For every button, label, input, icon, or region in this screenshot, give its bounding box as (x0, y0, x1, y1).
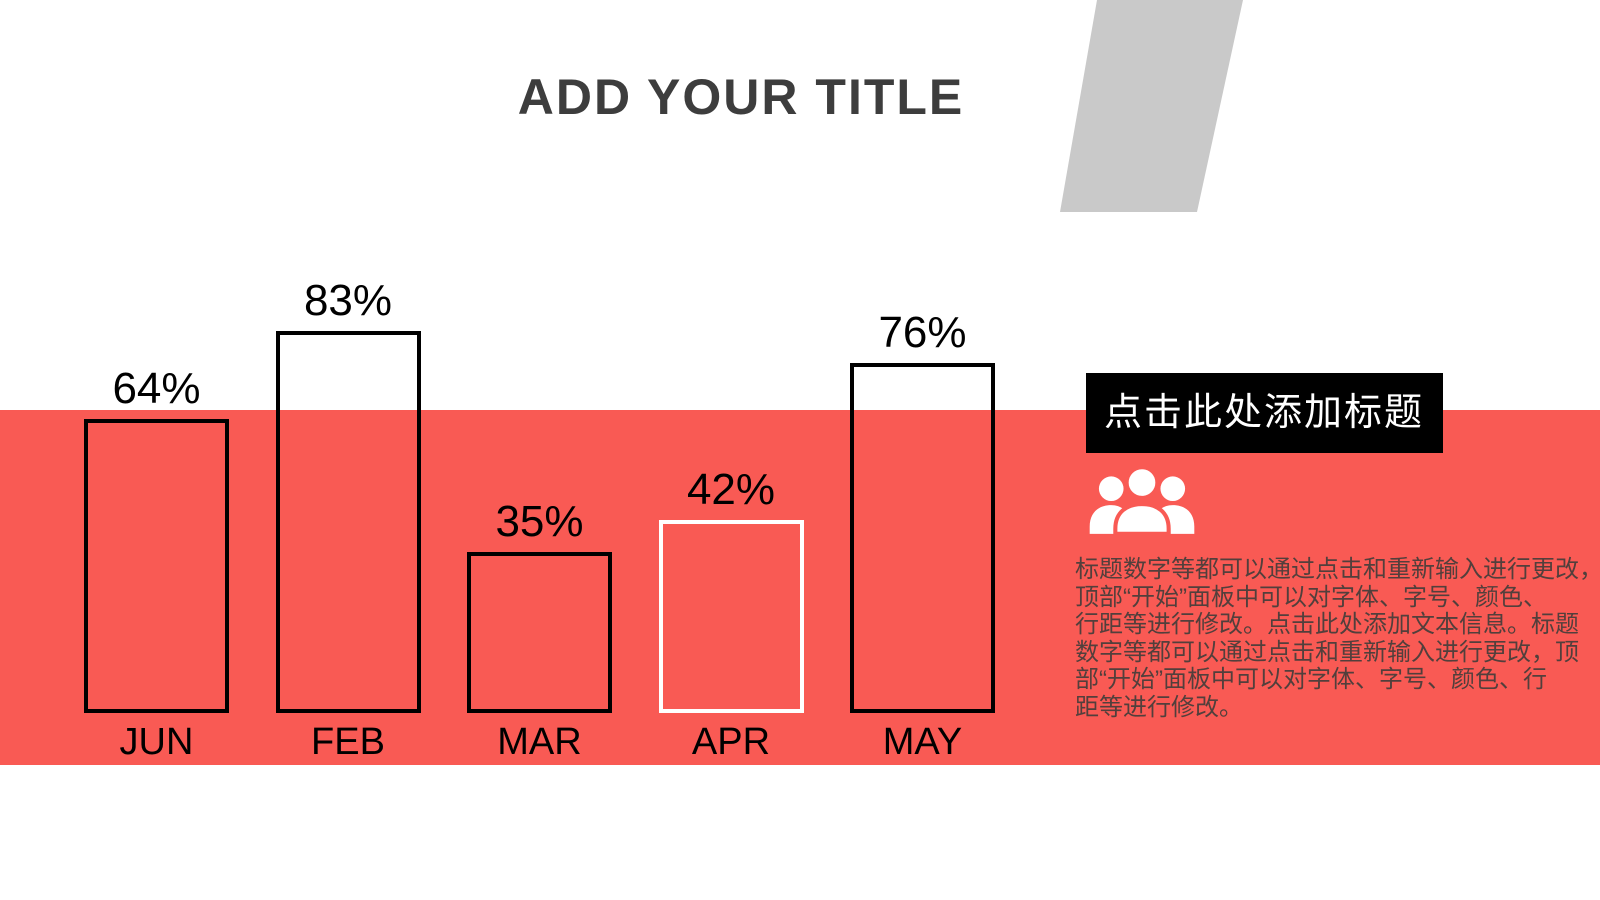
chart-bar-may (850, 363, 995, 713)
chart-bar-jun (84, 419, 229, 713)
bar-category-label: FEB (311, 721, 385, 763)
callout-heading[interactable]: 点击此处添加标题 (1086, 373, 1443, 453)
bar-value-label: 42% (686, 465, 776, 514)
body-line: 标题数字等都可以通过点击和重新输入进行更改， (1075, 556, 1600, 583)
body-line: 顶部“开始”面板中可以对字体、字号、颜色、 (1075, 583, 1547, 611)
bar-category-label: MAR (497, 721, 582, 763)
people-group-icon (1089, 465, 1195, 536)
decor-parallelogram (1060, 0, 1245, 212)
bar-category-label: JUN (119, 721, 194, 763)
body-line: 部“开始”面板中可以对字体、字号、颜色、行 (1075, 666, 1547, 693)
bar-value-label: 35% (495, 497, 584, 546)
callout-body-text[interactable]: 标题数字等都可以通过点击和重新输入进行更改， 顶部“开始”面板中可以对字体、字号… (1075, 556, 1600, 721)
chart-bar-mar (467, 552, 612, 713)
body-line: 数字等都可以通过点击和重新输入进行更改，顶 (1075, 638, 1579, 666)
bar-category-label: MAY (882, 721, 963, 763)
slide-title[interactable]: ADD YOUR TITLE (517, 69, 965, 125)
chart-bar-feb (275, 331, 421, 713)
bar-value-label: 83% (303, 276, 393, 325)
bar-value-label: 76% (878, 308, 967, 357)
bar-value-label: 64% (112, 364, 201, 413)
bar-category-label: APR (691, 721, 771, 763)
body-line: 行距等进行修改。点击此处添加文本信息。标题 (1075, 611, 1579, 638)
chart-bar-apr (658, 520, 804, 713)
body-line: 距等进行修改。 (1075, 693, 1243, 721)
